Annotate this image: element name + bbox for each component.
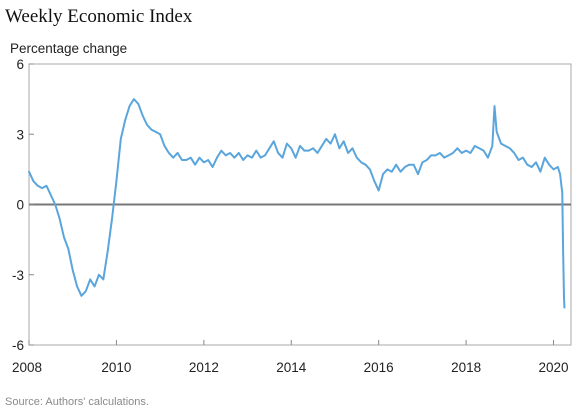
y-tick-label: 3 <box>16 127 24 142</box>
y-tick-labels: 6 3 0 -3 -6 <box>12 57 34 353</box>
x-tick-label: 2018 <box>451 360 481 375</box>
y-axis-label: Percentage change <box>10 41 127 56</box>
source-note: Source: Authors' calculations. <box>5 396 149 408</box>
chart-title: Weekly Economic Index <box>5 6 193 27</box>
x-tick-label: 2012 <box>189 360 219 375</box>
x-tick-label: 2014 <box>276 360 307 375</box>
x-tick-label: 2016 <box>364 360 394 375</box>
y-tick-label: -3 <box>12 268 24 283</box>
x-tick-label: 2010 <box>101 360 131 375</box>
series-group <box>28 98 566 309</box>
x-tick-label: 2008 <box>12 360 42 375</box>
y-tick-label: 6 <box>16 57 24 72</box>
series-line <box>28 98 566 309</box>
y-tick-label: 0 <box>16 198 24 213</box>
x-tick-labels: 2008 2010 2012 2014 2016 2018 2020 <box>12 340 569 375</box>
y-tick-label: -6 <box>12 338 24 353</box>
x-tick-label: 2020 <box>538 360 568 375</box>
